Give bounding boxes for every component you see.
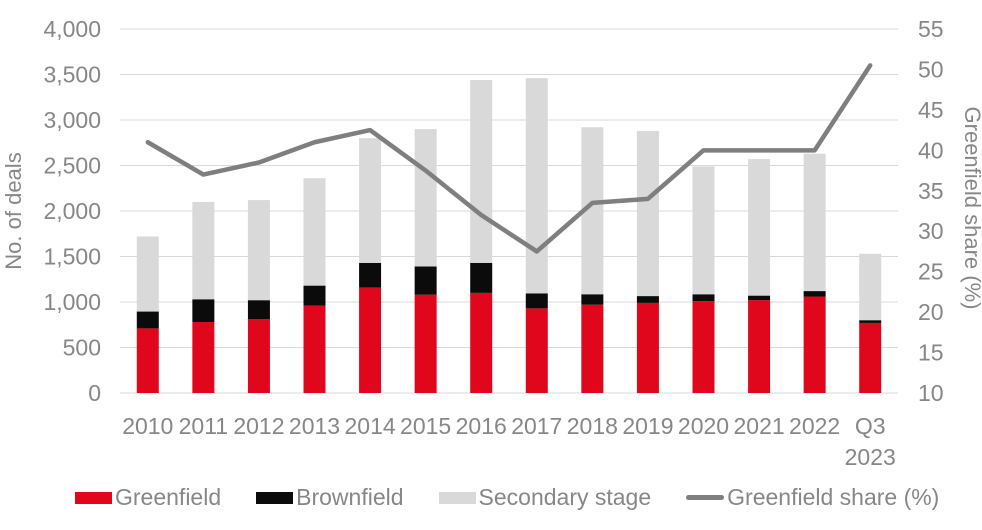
bar-segment-secondary-stage-2011	[192, 201, 215, 300]
bar-segment-secondary-stage-2012	[247, 200, 270, 301]
left-axis-tick-label: 2,500	[43, 153, 101, 179]
x-axis-label-2017: 2017	[511, 413, 562, 439]
bar-segment-brownfield-2014	[359, 262, 382, 288]
x-axis-label-2010: 2010	[122, 413, 173, 439]
left-axis-tick-label: 4,000	[43, 16, 101, 42]
secondary-stage-swatch	[438, 491, 476, 504]
x-axis-label-2016: 2016	[456, 413, 507, 439]
legend-item-greenfield: Greenfield	[75, 484, 221, 511]
left-axis-tick-label: 2,000	[43, 198, 101, 224]
x-axis-label-2012: 2012	[233, 413, 284, 439]
greenfield-swatch	[75, 491, 112, 504]
bar-segment-greenfield-2016	[470, 292, 493, 393]
right-axis-tick-label: 10	[918, 380, 944, 406]
x-axis-label-2019: 2019	[622, 413, 673, 439]
right-axis-tick-label: 25	[918, 259, 944, 285]
brownfield-swatch	[256, 491, 294, 504]
bar-segment-brownfield-2021	[748, 295, 771, 301]
bar-segment-secondary-stage-q3-2023	[859, 253, 882, 321]
bar-segment-secondary-stage-2013	[303, 178, 326, 286]
bar-segment-greenfield-2010	[136, 328, 159, 393]
bar-segment-brownfield-2020	[692, 294, 715, 302]
legend-item-greenfield-share: Greenfield share (%)	[686, 484, 939, 511]
bar-segment-greenfield-2015	[414, 294, 437, 393]
left-axis-title: No. of deals	[1, 152, 26, 269]
bar-segment-brownfield-2015	[414, 266, 437, 295]
bar-segment-brownfield-2016	[470, 262, 493, 293]
x-axis-label-2015: 2015	[400, 413, 451, 439]
bar-segment-greenfield-2018	[581, 304, 604, 393]
legend-label: Greenfield	[115, 484, 222, 510]
bar-segment-greenfield-2014	[359, 287, 382, 393]
bar-segment-greenfield-2021	[748, 300, 771, 393]
gridlines-group	[120, 28, 898, 394]
bar-segment-brownfield-2019	[636, 296, 659, 303]
line-group	[145, 63, 873, 254]
bar-segment-greenfield-2020	[692, 301, 715, 393]
greenfield-share-line	[145, 63, 873, 254]
x-axis-label-2011: 2011	[179, 413, 228, 439]
bar-segment-secondary-stage-2019	[636, 130, 659, 297]
bar-segment-greenfield-2011	[192, 322, 215, 393]
x-axis-label-q3-2023: Q3 2023	[845, 413, 896, 470]
bar-segment-brownfield-2017	[525, 293, 548, 309]
x-axis-label-2014: 2014	[344, 413, 395, 439]
chart-legend: Greenfield Brownfield Secondary stage Green…	[75, 484, 939, 511]
legend-label: Greenfield share (%)	[727, 484, 940, 510]
right-axis-title: Greenfield share (%)	[960, 107, 982, 310]
axis-labels-group: 4,000 3,500 3,000 2,500 2,000 1,500 1,000 500 0 5…	[43, 16, 943, 470]
legend-item-secondary-stage: Secondary stage	[438, 484, 652, 511]
greenfield-share-swatch	[686, 495, 725, 500]
right-axis-tick-label: 35	[918, 178, 944, 204]
bar-segment-secondary-stage-2014	[359, 138, 382, 263]
right-axis-tick-label: 15	[918, 340, 944, 366]
legend-label: Brownfield	[296, 484, 404, 510]
bar-segment-greenfield-2013	[303, 305, 326, 393]
x-axis-label-2013: 2013	[289, 413, 340, 439]
bar-segment-secondary-stage-2018	[581, 127, 604, 295]
bars-group	[136, 78, 882, 393]
x-axis-label-2022: 2022	[789, 413, 840, 439]
bar-segment-brownfield-2018	[581, 294, 604, 305]
bar-segment-greenfield-q3-2023	[859, 322, 882, 393]
x-axis-label-2020: 2020	[678, 413, 729, 439]
right-axis-tick-label: 55	[918, 16, 944, 42]
x-axis-label-2021: 2021	[733, 413, 784, 439]
left-axis-tick-label: 0	[88, 380, 101, 406]
bar-segment-brownfield-2011	[192, 299, 215, 323]
right-axis-tick-label: 40	[918, 137, 944, 163]
bar-segment-brownfield-2012	[247, 300, 270, 320]
bar-segment-greenfield-2012	[247, 319, 270, 393]
left-axis-tick-label: 1,500	[43, 244, 101, 270]
bar-segment-brownfield-q3-2023	[859, 320, 882, 323]
bar-segment-secondary-stage-2016	[470, 79, 493, 263]
left-axis-tick-label: 1,000	[43, 289, 101, 315]
bar-segment-brownfield-2022	[803, 291, 826, 297]
legend-label: Secondary stage	[478, 484, 652, 510]
bar-segment-brownfield-2013	[303, 285, 326, 306]
left-axis-tick-label: 3,000	[43, 107, 101, 133]
bar-segment-greenfield-2022	[803, 296, 826, 393]
bar-segment-brownfield-2010	[136, 311, 159, 329]
bar-segment-greenfield-2019	[636, 302, 659, 393]
right-axis-tick-label: 45	[918, 97, 944, 123]
left-axis-tick-label: 500	[63, 335, 101, 361]
bar-segment-secondary-stage-2021	[748, 159, 771, 296]
left-axis-tick-label: 3,500	[43, 62, 101, 88]
bar-segment-secondary-stage-2010	[136, 236, 159, 312]
legend-item-brownfield: Brownfield	[256, 484, 404, 511]
bar-segment-secondary-stage-2015	[414, 129, 437, 267]
right-axis-tick-label: 30	[918, 218, 944, 244]
bar-segment-secondary-stage-2020	[692, 166, 715, 295]
bar-segment-secondary-stage-2017	[525, 78, 548, 294]
right-axis-tick-label: 50	[918, 56, 944, 82]
right-axis-tick-label: 20	[918, 299, 944, 325]
x-axis-label-2018: 2018	[567, 413, 618, 439]
bar-segment-greenfield-2017	[525, 308, 548, 393]
bar-segment-secondary-stage-2022	[803, 153, 826, 292]
